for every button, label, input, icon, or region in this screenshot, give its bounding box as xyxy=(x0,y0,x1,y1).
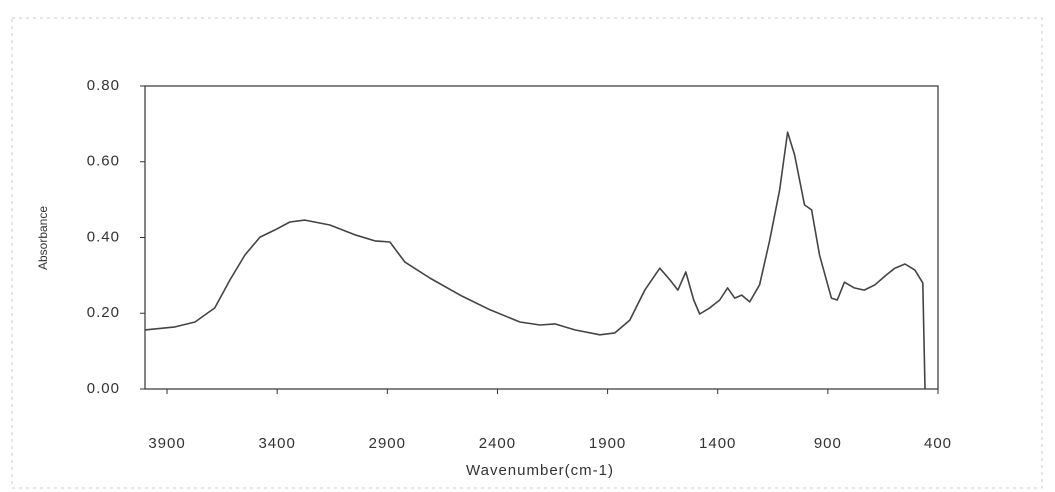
y-axis-label: Absorbance xyxy=(36,206,50,270)
frame xyxy=(11,17,1043,489)
x-tick-label: 1900 xyxy=(589,435,626,452)
x-tick-label: 3900 xyxy=(148,435,185,452)
y-tick-label: 0.20 xyxy=(87,304,120,321)
x-axis-label: Wavenumber(cm-1) xyxy=(466,462,614,479)
y-tick-label: 0.40 xyxy=(87,228,120,245)
x-tick-label: 2900 xyxy=(369,435,406,452)
plot-area xyxy=(144,85,939,390)
x-tick-label: 900 xyxy=(814,435,842,452)
x-tick-label: 3400 xyxy=(258,435,295,452)
y-tick-label: 0.60 xyxy=(87,153,120,170)
x-tick-label: 2400 xyxy=(479,435,516,452)
y-tick-label: 0.80 xyxy=(87,77,120,94)
x-tick-label: 400 xyxy=(924,435,952,452)
y-tick-label: 0.00 xyxy=(87,380,120,397)
x-tick-label: 1400 xyxy=(699,435,736,452)
spectrum-line xyxy=(144,131,926,390)
